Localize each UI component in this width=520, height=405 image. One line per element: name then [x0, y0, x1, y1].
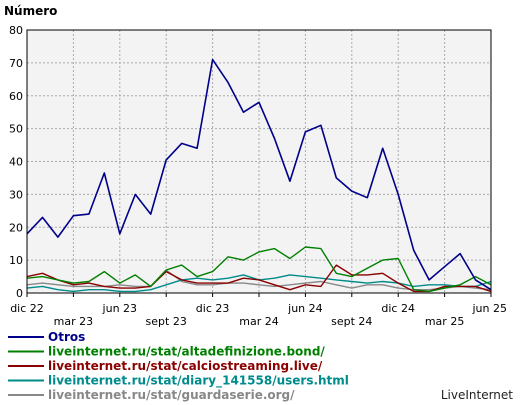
x-tick-label: dic 24 — [381, 302, 415, 315]
x-tick-label: dic 22 — [10, 302, 44, 315]
x-tick-label: jun 24 — [287, 302, 323, 315]
y-tick-label: 40 — [9, 156, 23, 169]
watermark-text: LiveInternet — [441, 388, 513, 402]
y-tick-label: 30 — [9, 188, 23, 201]
y-tick-label: 70 — [9, 57, 23, 70]
legend-label: liveinternet.ru/stat/altadefinizione.bon… — [48, 345, 325, 359]
x-tick-label: sept 24 — [331, 315, 372, 328]
x-tick-label: mar 24 — [239, 315, 278, 328]
series-lines — [26, 58, 492, 293]
plot-frame — [26, 29, 492, 294]
series-line-3 — [26, 264, 492, 293]
y-tick-label: 10 — [9, 254, 23, 267]
series-line-2 — [26, 246, 492, 293]
y-tick-label: 20 — [9, 221, 23, 234]
legend-label: Otros — [48, 330, 85, 344]
y-tick-label: 0 — [16, 287, 23, 300]
legend-label: liveinternet.ru/stat/calciostreaming.liv… — [48, 359, 323, 373]
x-tick-label: dic 23 — [196, 302, 230, 315]
x-tick-label: jun 25 — [472, 302, 508, 315]
grid — [27, 30, 491, 293]
x-axis-ticks: dic 22 mar 23 jun 23 sept 23 dic 23 mar 24 jun… — [10, 293, 507, 328]
y-tick-label: 60 — [9, 90, 23, 103]
legend-label: liveinternet.ru/stat/diary_141558/users.… — [48, 374, 349, 389]
y-axis-label: Número — [4, 4, 57, 18]
y-tick-label: 80 — [9, 24, 23, 37]
series-line-1 — [26, 58, 492, 291]
y-axis-ticks: 0 10 20 30 40 50 60 70 80 — [9, 24, 23, 300]
y-tick-label: 50 — [9, 123, 23, 136]
x-tick-label: sept 23 — [146, 315, 187, 328]
legend-label: liveinternet.ru/stat/guardaserie.org/ — [48, 388, 295, 402]
x-tick-label: mar 25 — [425, 315, 464, 328]
legend: Otrosliveinternet.ru/stat/altadefinizion… — [8, 330, 349, 402]
x-tick-label: mar 23 — [54, 315, 93, 328]
x-tick-label: jun 23 — [102, 302, 138, 315]
